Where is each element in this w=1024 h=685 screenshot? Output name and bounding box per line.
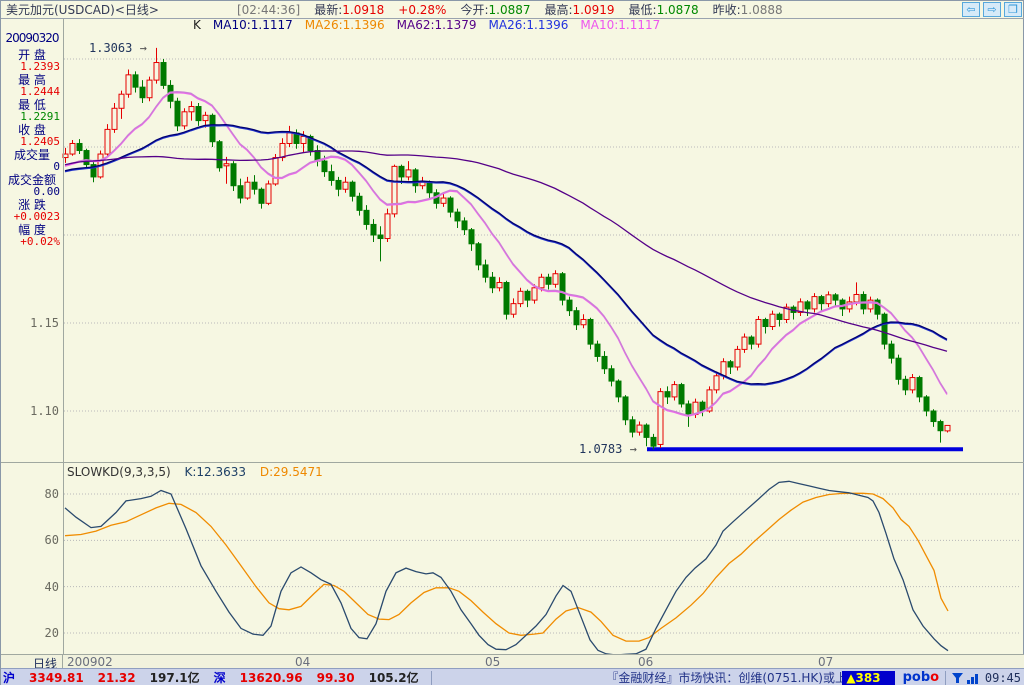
ma62-label: MA62:1.1379: [396, 18, 477, 32]
ma26b-label: MA26:1.1396: [488, 18, 569, 32]
arrow-right-icon: →: [629, 442, 637, 456]
month-label-06: 06: [638, 655, 654, 669]
ma10-label: MA10:1.1117: [212, 18, 293, 32]
time-axis[interactable]: 日线 200902 04 05 06 07: [1, 655, 1024, 671]
status-separator: [430, 670, 432, 685]
low-row: 最 低 1.2291: [18, 98, 60, 123]
field-open: 今开:1.0887: [460, 3, 531, 17]
kd-tick-80: 80: [44, 487, 59, 501]
title-bar: 美元加元(USDCAD)<日线> [02:44:36] 最新:1.0918 +0…: [1, 1, 1024, 19]
sh-index-turnover: 197.1亿: [149, 671, 200, 685]
close-row: 收 盘 1.2405: [18, 123, 60, 148]
kd-tick-20: 20: [44, 626, 59, 640]
symbol-title: 美元加元(USDCAD)<日线>: [6, 3, 159, 17]
kd-tick-40: 40: [44, 580, 59, 594]
panel-divider: [1, 462, 1024, 463]
field-low: 最低:1.0878: [628, 3, 699, 17]
price-tick-115: 1.15: [30, 316, 59, 330]
axis-divider: [1, 654, 1024, 655]
turnover-row: 成交金额 0.00: [7, 173, 60, 198]
sh-index-label: 沪: [3, 671, 16, 685]
forward-arrow-icon[interactable]: ⇨: [983, 2, 1001, 17]
month-label-200902: 200902: [67, 655, 113, 669]
status-separator: [945, 670, 946, 685]
month-label-04: 04: [295, 655, 311, 669]
volume-row: 成交量 0: [13, 148, 60, 173]
field-change-pct: +0.28%: [398, 2, 447, 17]
sz-index-change: 99.30: [316, 670, 355, 685]
alert-badge[interactable]: ▲383: [842, 670, 895, 685]
price-tick-110: 1.10: [30, 404, 59, 418]
status-bar: 沪 3349.81 21.32 197.1亿 深 13620.96 99.30 …: [1, 668, 1024, 685]
filter-funnel-icon: [951, 672, 963, 683]
signal-bars-icon: [966, 673, 978, 684]
sh-index-value: 3349.81: [29, 670, 84, 685]
cascade-windows-icon[interactable]: ❐: [1004, 2, 1022, 17]
slowkd-name: SLOWKD(9,3,3,5): [67, 465, 171, 479]
field-high: 最高:1.0919: [544, 3, 615, 17]
high-row: 最 高 1.2444: [18, 73, 60, 98]
sz-index-label: 深: [213, 671, 226, 685]
slowkd-header: SLOWKD(9,3,3,5) K:12.3633 D:29.5471: [67, 465, 333, 479]
pobo-logo: pobo: [902, 670, 940, 685]
k-chart-label: K: [193, 18, 201, 32]
field-last: 最新:1.0918: [314, 3, 385, 17]
ma-indicator-bar: K MA10:1.1117 MA26:1.1396 MA62:1.1379 MA…: [193, 19, 660, 32]
amplitude-row: 幅 度 +0.02%: [18, 223, 60, 248]
high-price-annotation: 1.3063 →: [89, 41, 147, 55]
change-row: 涨 跌 +0.0023: [13, 198, 60, 223]
slowkd-d-value: D:29.5471: [259, 465, 323, 479]
back-arrow-icon[interactable]: ⇦: [962, 2, 980, 17]
kd-tick-60: 60: [44, 533, 59, 547]
selected-date: 20090320: [5, 31, 59, 45]
month-label-05: 05: [485, 655, 501, 669]
quote-info-panel: 20090320 开 盘 1.2393 最 高 1.2444 最 低 1.2291 收…: [1, 31, 63, 249]
sh-index-change: 21.32: [97, 670, 136, 685]
quote-time: [02:44:36]: [236, 2, 301, 17]
sz-index-value: 13620.96: [239, 670, 303, 685]
month-label-07: 07: [818, 655, 834, 669]
ma10b-label: MA10:1.1117: [580, 18, 661, 32]
arrow-right-icon: →: [139, 41, 147, 55]
slowkd-k-value: K:12.3633: [184, 465, 247, 479]
open-row: 开 盘 1.2393: [18, 48, 60, 73]
news-ticker[interactable]: 『金融财经』市场快讯：创维(0751.HK)或上升：6月份: [606, 671, 842, 685]
period-label: 日线: [1, 655, 63, 671]
field-prev-close: 昨收:1.0888: [712, 3, 783, 17]
panel-left-border: [63, 19, 64, 654]
status-clock: 09:45: [984, 670, 1021, 685]
low-price-annotation: 1.0783 →: [579, 442, 637, 456]
sz-index-turnover: 105.2亿: [368, 671, 419, 685]
ma26-label: MA26:1.1396: [304, 18, 385, 32]
